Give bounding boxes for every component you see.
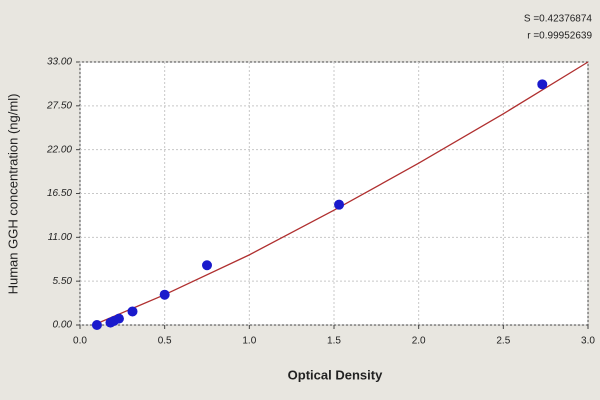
x-tick-label: 1.0 (242, 336, 256, 347)
x-tick-label: 3.0 (581, 336, 595, 347)
y-tick-label: 33.00 (47, 57, 72, 68)
x-tick-label: 0.5 (158, 336, 172, 347)
x-tick-label: 2.0 (412, 336, 426, 347)
x-tick-label: 0.0 (73, 336, 87, 347)
data-point (91, 320, 102, 330)
data-point (159, 289, 170, 300)
data-point (202, 260, 212, 271)
x-axis-label: Optical Density (288, 367, 383, 382)
x-tick-label: 2.5 (496, 336, 510, 347)
annotation: S =0.42376874 (524, 14, 593, 25)
y-tick-label: 11.00 (48, 232, 73, 243)
data-point (113, 313, 124, 324)
annotation: r =0.99952639 (527, 31, 592, 42)
data-point (334, 199, 345, 210)
data-point (127, 306, 138, 317)
y-tick-label: 0.00 (53, 320, 73, 331)
y-tick-label: 27.50 (46, 100, 72, 111)
x-tick-label: 1.5 (327, 336, 341, 347)
y-axis-label: Human GGH concentration (ng/ml) (5, 94, 20, 295)
y-tick-label: 22.00 (46, 144, 72, 155)
y-tick-label: 5.50 (53, 276, 73, 287)
y-tick-label: 16.50 (47, 188, 72, 199)
data-point (537, 79, 548, 90)
